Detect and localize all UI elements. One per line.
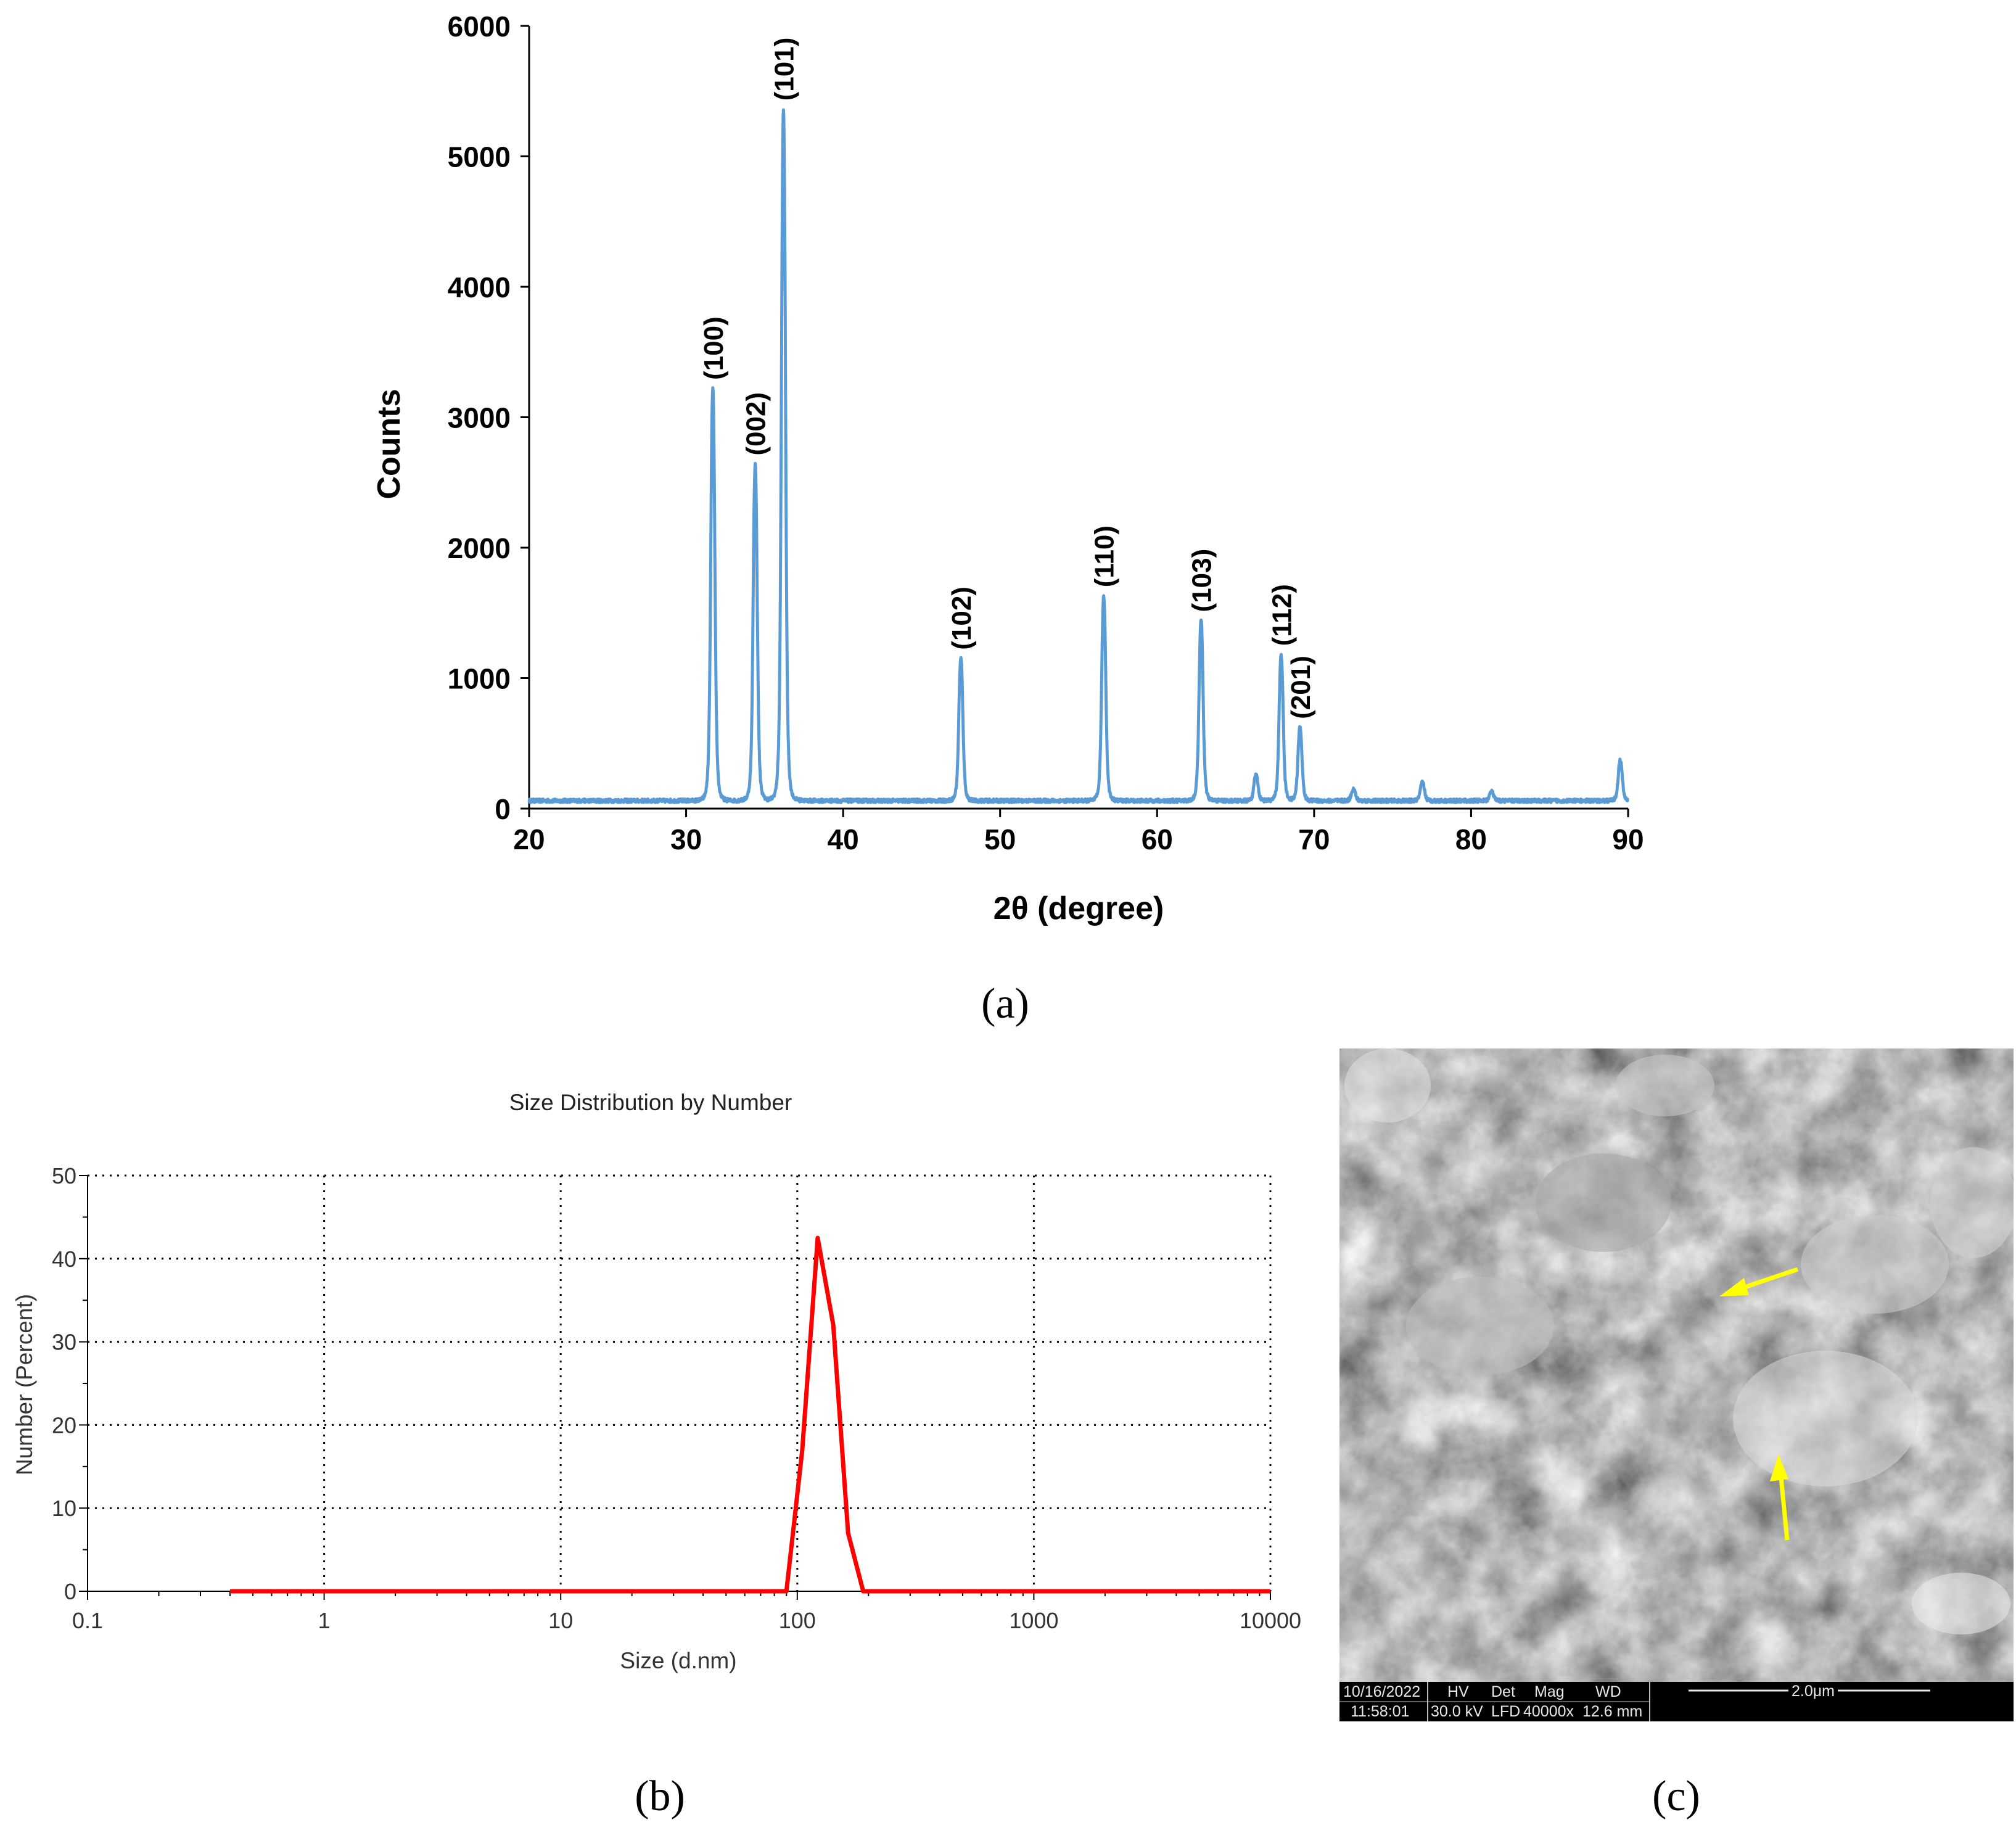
dls-x-tick-label: 10 — [548, 1608, 573, 1633]
dls-minor-ticks — [83, 1216, 1261, 1596]
xrd-y-tick-label: 4000 — [448, 271, 511, 303]
xrd-peak-labels: (100) (002) (101) (102) (110) (103) (112) (201) — [699, 38, 1316, 719]
xrd-y-axis-label: Counts — [371, 389, 407, 499]
dls-x-tick-label: 1 — [318, 1608, 331, 1633]
xrd-y-tick-label: 0 — [495, 793, 511, 825]
xrd-y-tick-label: 1000 — [448, 663, 511, 695]
xrd-peak-label: (102) — [947, 587, 977, 650]
dls-y-tick-label: 10 — [52, 1496, 76, 1521]
dls-y-tick-label: 0 — [64, 1579, 76, 1604]
dls-y-tick-label: 40 — [52, 1246, 76, 1272]
xrd-y-tick-label: 3000 — [448, 402, 511, 434]
xrd-x-tick-label: 80 — [1455, 823, 1487, 855]
xrd-y-tick-label: 6000 — [448, 10, 511, 43]
sem-wd-value: 12.6 mm — [1582, 1703, 1642, 1720]
xrd-peak-label: (110) — [1090, 525, 1120, 587]
sem-scale-bar: 2.0μm — [1689, 1683, 1930, 1700]
dls-title: Size Distribution by Number — [509, 1090, 792, 1115]
sem-hv-header: HV — [1447, 1683, 1469, 1700]
panel-label-c: (c) — [1652, 1773, 1700, 1820]
dls-y-tick-label: 20 — [52, 1412, 76, 1438]
dls-y-tick-label: 30 — [52, 1330, 76, 1355]
dls-x-tick-label: 100 — [779, 1608, 816, 1633]
xrd-series-line — [527, 108, 1629, 804]
dls-x-tick-label: 1000 — [1009, 1608, 1058, 1633]
xrd-y-ticks: 0 1000 2000 3000 4000 5000 6000 — [448, 10, 529, 825]
dls-x-tick-label: 0.1 — [72, 1608, 103, 1633]
xrd-peak-label: (112) — [1267, 584, 1297, 646]
dls-series-line — [230, 1235, 1270, 1594]
xrd-peak-label: (101) — [769, 38, 799, 101]
sem-det-header: Det — [1491, 1683, 1515, 1700]
dls-x-tick-label: 10000 — [1240, 1608, 1301, 1633]
arrow-annotation-1 — [1719, 1267, 1799, 1296]
xrd-x-tick-label: 60 — [1142, 823, 1173, 855]
sem-mag-value: 40000x — [1523, 1703, 1574, 1720]
sem-wd-header: WD — [1595, 1683, 1621, 1700]
sem-det-value: LFD — [1491, 1703, 1520, 1720]
xrd-y-tick-label: 2000 — [448, 532, 511, 564]
xrd-x-tick-label: 20 — [513, 823, 545, 855]
xrd-x-axis-label: 2θ (degree) — [994, 891, 1164, 926]
sem-hv-value: 30.0 kV — [1431, 1703, 1483, 1720]
xrd-x-tick-label: 40 — [828, 823, 859, 855]
sem-scale-label: 2.0μm — [1792, 1683, 1835, 1700]
dls-y-tick-label: 50 — [52, 1163, 76, 1189]
xrd-peak-label: (103) — [1187, 549, 1217, 612]
xrd-x-tick-label: 50 — [984, 823, 1016, 855]
xrd-y-tick-label: 5000 — [448, 141, 511, 173]
dls-chart: Size Distribution by Number 01020304050 … — [12, 1090, 1301, 1673]
sem-time: 11:58:01 — [1351, 1703, 1409, 1720]
dls-y-ticks: 0 10 20 30 40 50 — [52, 1163, 88, 1604]
dls-y-axis-label: Number (Percent) — [12, 1294, 37, 1475]
dls-x-axis-label: Size (d.nm) — [620, 1648, 736, 1673]
panel-label-a: (a) — [981, 980, 1029, 1028]
sem-mag-header: Mag — [1534, 1683, 1565, 1700]
xrd-peak-label: (201) — [1286, 656, 1316, 719]
dls-x-ticks: 0.1 1 10 100 1000 10000 — [72, 1591, 1301, 1633]
arrow-annotation-2 — [1770, 1454, 1790, 1541]
dls-grid — [88, 1174, 1272, 1591]
xrd-peak-label: (002) — [741, 392, 771, 456]
sem-image: 10/16/2022 HV Det Mag WD 11:58:01 30.0 k… — [1339, 1048, 2014, 1721]
xrd-x-tick-label: 90 — [1612, 823, 1644, 855]
xrd-x-tick-label: 70 — [1298, 823, 1330, 855]
xrd-peak-label: (100) — [699, 316, 729, 380]
panel-label-b: (b) — [635, 1773, 685, 1820]
xrd-x-tick-label: 30 — [670, 823, 702, 855]
xrd-chart: 0 1000 2000 3000 4000 5000 6000 20 30 40 50 60 70 80… — [371, 10, 1644, 926]
sem-date: 10/16/2022 — [1343, 1683, 1420, 1700]
xrd-x-ticks: 20 30 40 50 60 70 80 90 — [513, 809, 1644, 855]
